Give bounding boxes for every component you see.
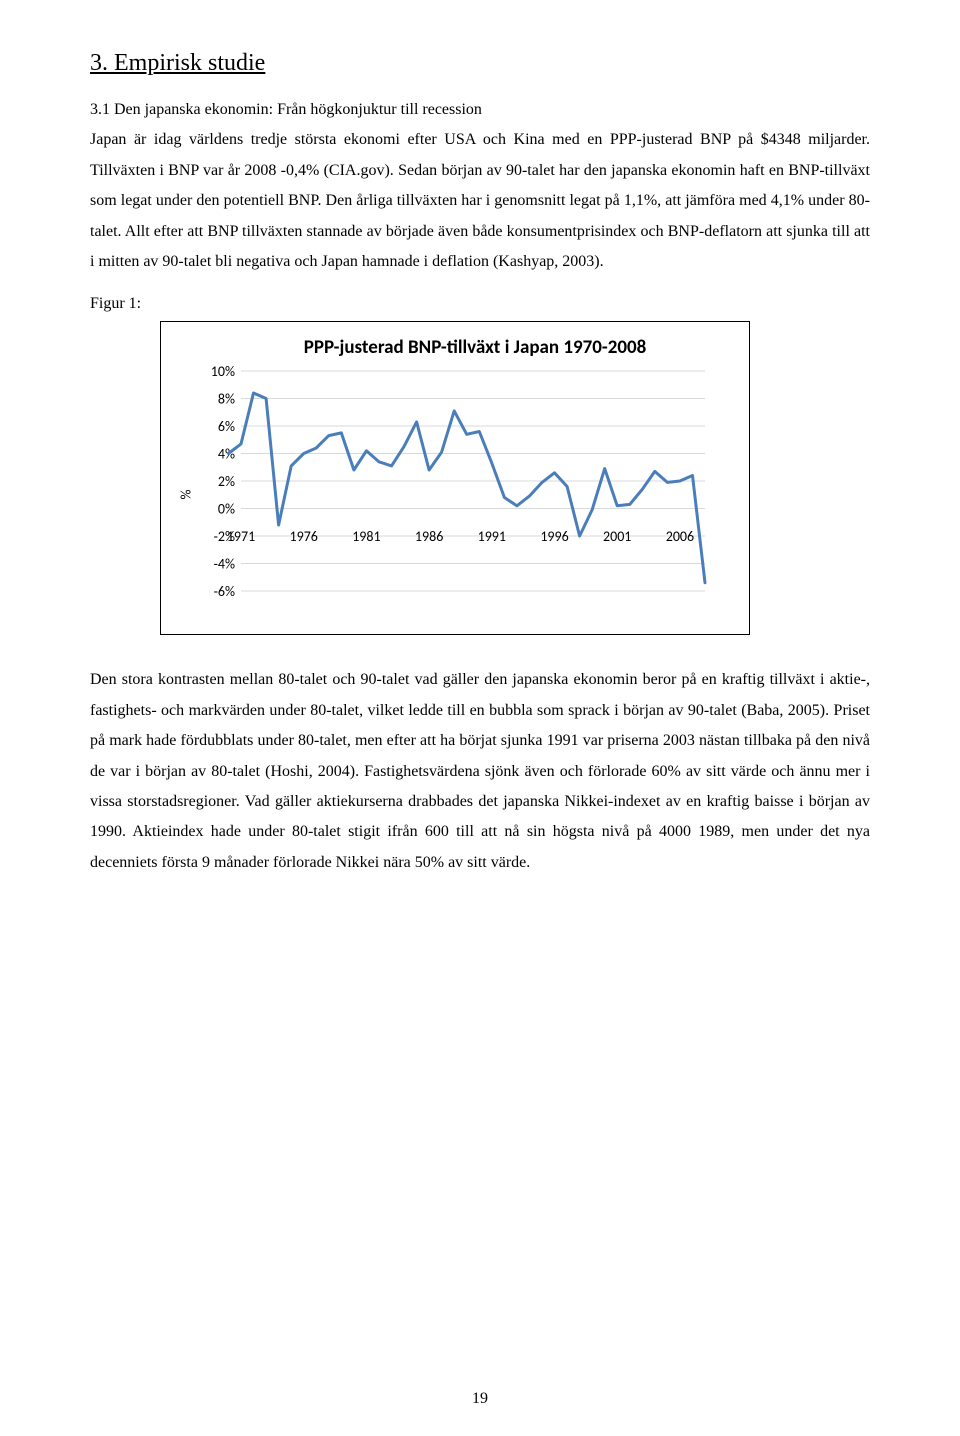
svg-text:1991: 1991 — [478, 528, 506, 545]
svg-text:1971: 1971 — [227, 528, 255, 545]
svg-text:10%: 10% — [211, 365, 235, 380]
page-number: 19 — [0, 1390, 960, 1408]
section-heading: 3. Empirisk studie — [90, 50, 870, 77]
svg-text:1976: 1976 — [290, 528, 318, 545]
paragraph-body-1: Japan är idag världens tredje största ek… — [90, 131, 870, 270]
svg-text:2006: 2006 — [666, 528, 694, 545]
svg-text:1986: 1986 — [415, 528, 443, 545]
chart-container: PPP-justerad BNP-tillväxt i Japan 1970-2… — [160, 321, 750, 635]
svg-text:-4%: -4% — [214, 556, 235, 573]
svg-text:6%: 6% — [218, 418, 235, 435]
svg-text:-6%: -6% — [214, 583, 235, 600]
svg-text:1981: 1981 — [352, 528, 380, 545]
chart-svg: 10%8%6%4%2%0%-2%-4%-6%197119761981198619… — [195, 365, 715, 615]
y-axis-label: % — [178, 486, 195, 500]
chart-title: PPP-justerad BNP-tillväxt i Japan 1970-2… — [219, 336, 731, 359]
svg-text:2001: 2001 — [603, 528, 631, 545]
svg-text:2%: 2% — [218, 473, 235, 490]
paragraph-body-2: Den stora kontrasten mellan 80-talet och… — [90, 665, 870, 878]
chart-plot: 10%8%6%4%2%0%-2%-4%-6%197119761981198619… — [195, 365, 715, 620]
chart-area: % 10%8%6%4%2%0%-2%-4%-6%1971197619811986… — [179, 365, 731, 620]
svg-text:1996: 1996 — [540, 528, 568, 545]
svg-text:0%: 0% — [218, 501, 235, 518]
subsection-title: 3.1 Den japanska ekonomin: Från högkonju… — [90, 101, 482, 118]
paragraph-intro: 3.1 Den japanska ekonomin: Från högkonju… — [90, 95, 870, 277]
svg-text:8%: 8% — [218, 391, 235, 408]
svg-text:4%: 4% — [218, 446, 235, 463]
figure-label: Figur 1: — [90, 295, 870, 313]
